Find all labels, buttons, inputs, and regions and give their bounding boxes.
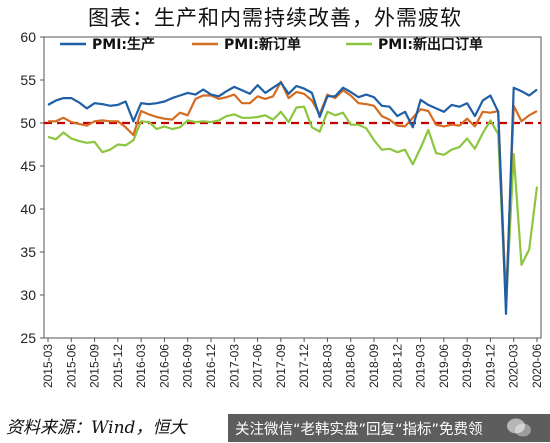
y-tick-label: 45: [20, 158, 36, 174]
footer-overlay-text[interactable]: 关注微信“老韩实盘”回复“指标”免费领: [235, 422, 483, 438]
x-tick-label: 2019-03: [414, 344, 428, 388]
y-tick-label: 25: [20, 330, 36, 346]
footer-overlay: [228, 414, 550, 442]
x-tick-label: 2017-09: [274, 344, 288, 388]
plot-frame: [43, 36, 542, 339]
y-tick-label: 60: [20, 29, 36, 45]
x-tick-label: 2019-06: [437, 344, 451, 388]
y-tick-label: 50: [20, 115, 36, 131]
series-line-1: [48, 80, 538, 303]
series-layer: [47, 80, 539, 315]
legend-label-0: PMI:生产: [92, 36, 155, 53]
x-tick-label: 2019-09: [460, 344, 474, 388]
x-tick-label: 2018-09: [367, 344, 381, 388]
y-tick-label: 35: [20, 244, 36, 260]
x-tick-label: 2015-03: [41, 344, 55, 388]
x-tick-label: 2015-12: [111, 344, 125, 388]
x-tick-labels: 2015-03 2015-06 2015-09 2015-12 2016-03 2016-…: [41, 344, 544, 388]
x-tick-label: 2018-06: [344, 344, 358, 388]
wechat-logo-icon: [507, 418, 531, 437]
legend-label-1: PMI:新订单: [224, 36, 301, 53]
series-line-0: [47, 81, 538, 315]
x-tick-label: 2017-03: [227, 344, 241, 388]
x-tick-label: 2017-12: [297, 344, 311, 388]
y-tick-label: 55: [20, 72, 36, 88]
axes-layer: [40, 36, 542, 342]
legend: PMI:生产 PMI:新订单 PMI:新出口订单: [60, 36, 483, 53]
y-tick-label: 30: [20, 287, 36, 303]
x-tick-label: 2015-09: [88, 344, 102, 388]
x-tick-label: 2015-06: [64, 344, 78, 388]
x-tick-label: 2017-06: [251, 344, 265, 388]
x-tick-label: 2020-06: [530, 344, 544, 388]
series-line-2: [47, 105, 539, 308]
x-tick-label: 2016-09: [181, 344, 195, 388]
y-tick-label: 40: [20, 201, 36, 217]
legend-label-2: PMI:新出口订单: [378, 36, 483, 53]
source-note: 资料来源：Wind，恒大: [6, 418, 187, 438]
x-tick-label: 2020-03: [507, 344, 521, 388]
x-tick-label: 2018-03: [320, 344, 334, 388]
x-tick-label: 2016-06: [157, 344, 171, 388]
x-tick-label: 2018-12: [390, 344, 404, 388]
x-tick-label: 2016-12: [204, 344, 218, 388]
chart-title: 图表：生产和内需持续改善，外需疲软: [88, 6, 462, 30]
x-tick-label: 2019-12: [483, 344, 497, 388]
x-tick-label: 2016-03: [134, 344, 148, 388]
y-tick-labels: 25 30 35 40 45 50 55 60: [20, 29, 36, 346]
